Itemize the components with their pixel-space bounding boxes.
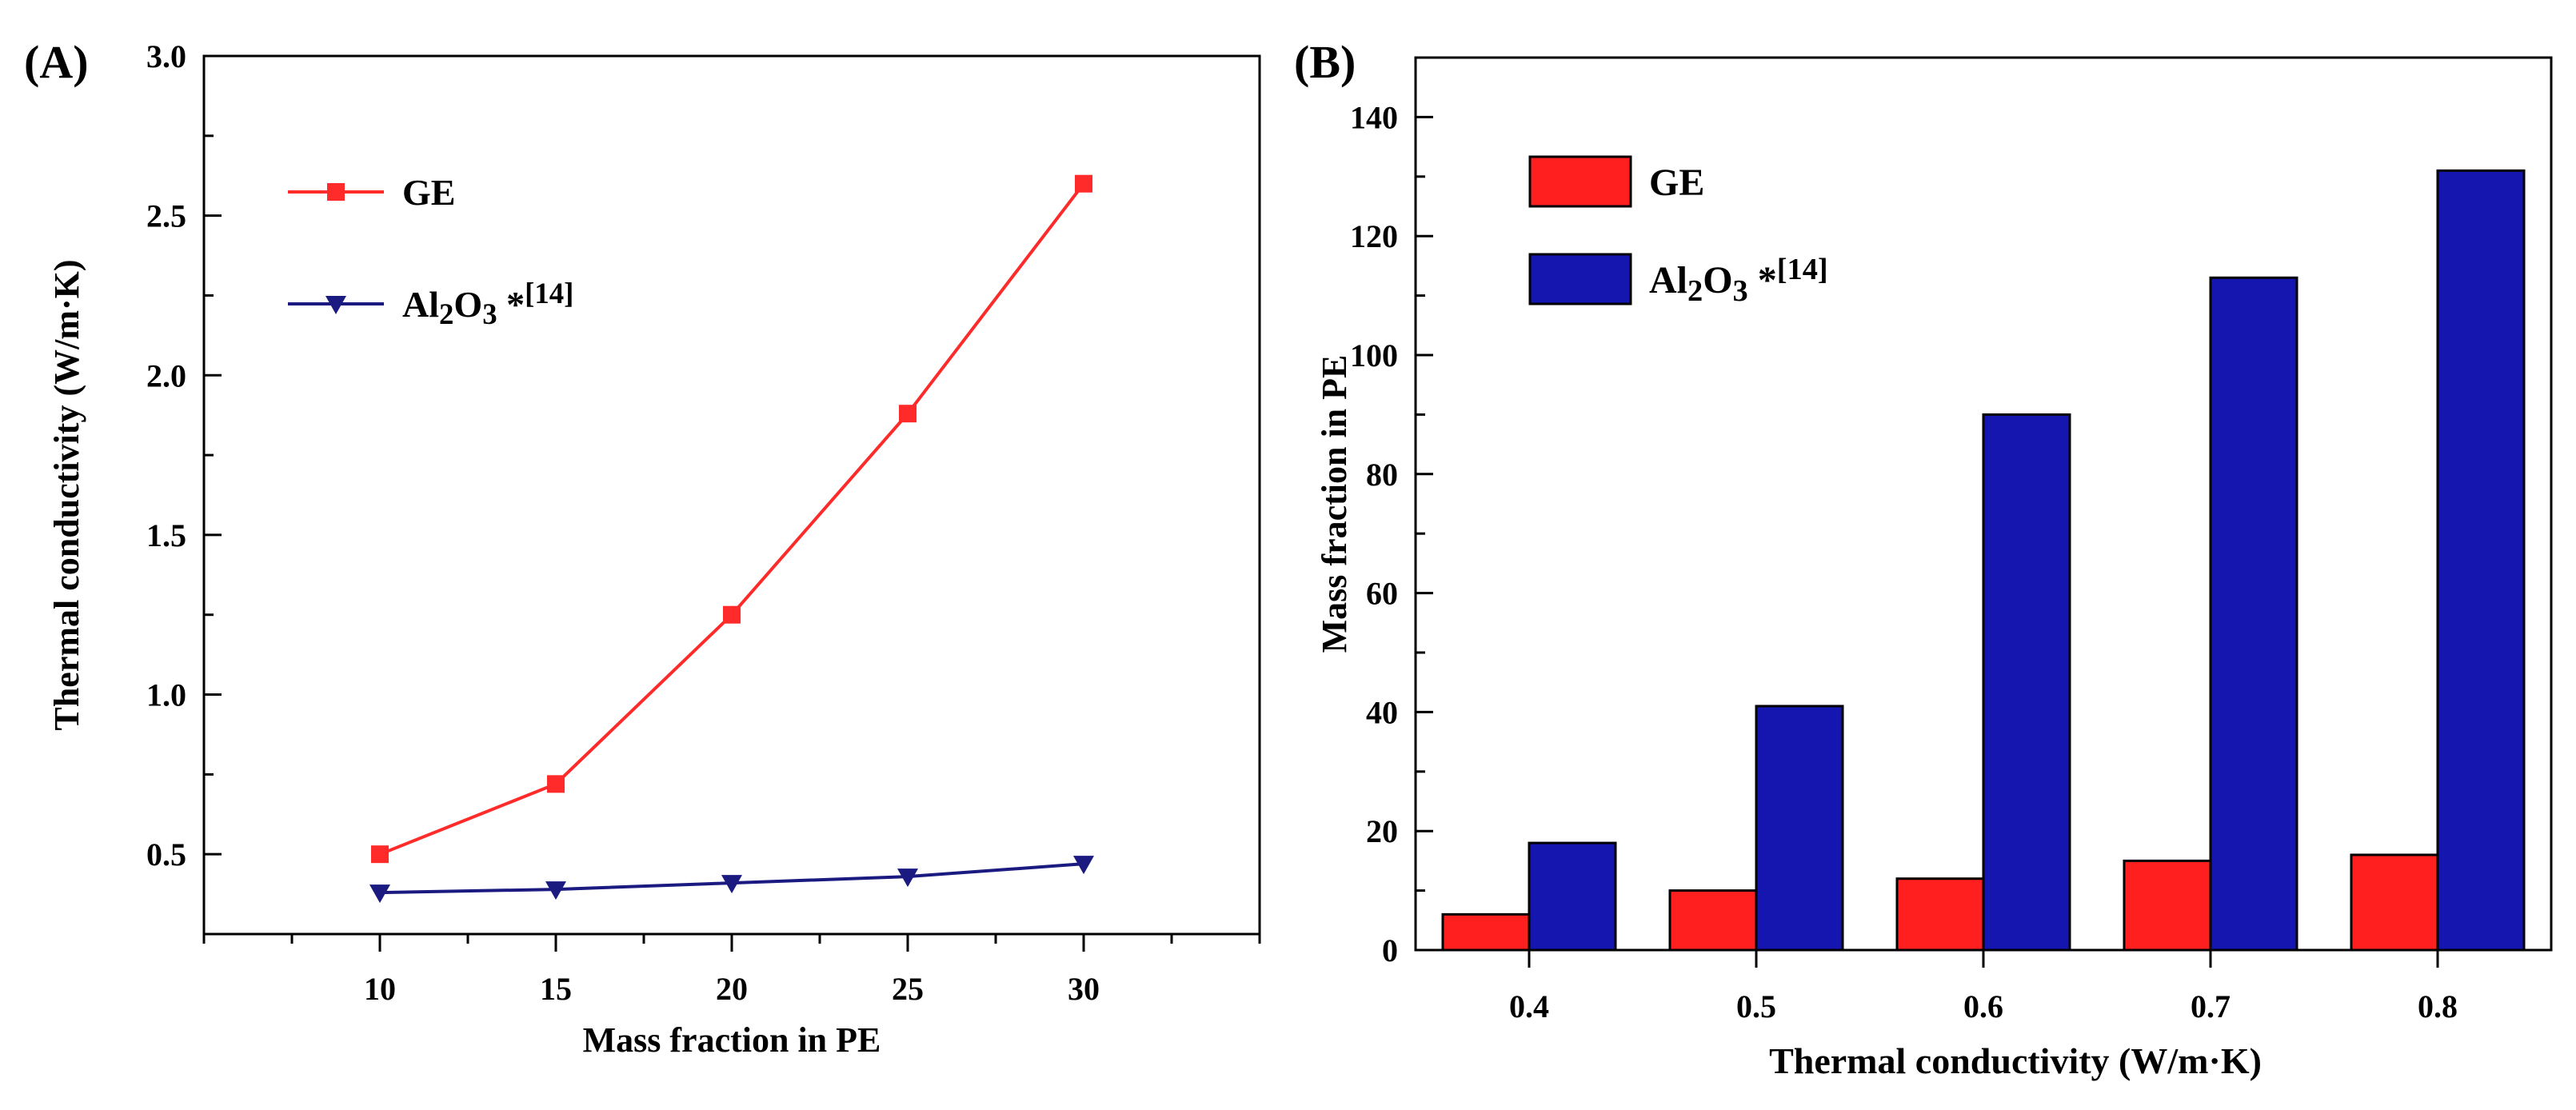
bar-b — [1755, 705, 1844, 952]
x-tick-label-b: 0.6 — [1963, 988, 2003, 1024]
panel-label-a: (A) — [24, 36, 89, 88]
x-tick-label-a: 20 — [716, 971, 748, 1007]
bar-b — [1441, 912, 1531, 952]
x-tick-label-b: 0.5 — [1736, 988, 1776, 1024]
y-tick-label-b: 60 — [1366, 576, 1398, 612]
x-tick-label-b: 0.7 — [2191, 988, 2231, 1024]
y-tick-label-b: 20 — [1366, 813, 1398, 849]
y-axis-label-b: Mass fraction in PE — [1315, 355, 1354, 653]
bar-b — [2209, 276, 2298, 952]
x-axis-label-b: Thermal conductivity (W/m·K) — [1769, 1040, 2262, 1081]
legend-label-b: Al2O3 *[14] — [1649, 253, 1828, 308]
data-point-a — [899, 405, 917, 423]
data-point-a — [547, 775, 565, 793]
y-tick-label-b: 140 — [1350, 99, 1398, 135]
y-tick-label-b: 100 — [1350, 337, 1398, 373]
x-tick-label-a: 25 — [892, 971, 924, 1007]
y-tick-label-b: 120 — [1350, 218, 1398, 254]
data-point-a — [721, 875, 742, 894]
x-tick-label-b: 0.4 — [1509, 988, 1549, 1024]
bar-b — [1528, 841, 1617, 952]
x-tick-label-a: 10 — [364, 971, 396, 1007]
y-tick-label-a: 1.0 — [146, 677, 186, 713]
bar-b — [1668, 889, 1758, 952]
legend-marker-a — [327, 183, 345, 201]
y-tick-label-a: 1.5 — [146, 517, 186, 553]
y-tick-label-a: 2.5 — [146, 198, 186, 234]
legend-label-a: Al2O3 *[14] — [402, 277, 573, 330]
plot-frame-a — [202, 54, 1261, 936]
y-tick-label-b: 80 — [1366, 457, 1398, 493]
legend-swatch-b — [1528, 155, 1632, 208]
bar-b — [2123, 859, 2212, 952]
bar-b — [1895, 877, 1985, 952]
y-tick-label-b: 40 — [1366, 694, 1398, 730]
y-axis-label-a: Thermal conductivity (W/m·K) — [47, 259, 86, 730]
x-tick-label-a: 30 — [1068, 971, 1100, 1007]
data-point-a — [545, 881, 566, 900]
series-line-a — [379, 182, 1085, 856]
x-tick-label-a: 15 — [540, 971, 572, 1007]
y-tick-label-a: 0.5 — [146, 836, 186, 872]
data-point-a — [1073, 856, 1094, 875]
bar-b — [2350, 853, 2439, 952]
bar-b — [2436, 169, 2526, 952]
legend-label-a: GE — [402, 172, 455, 213]
y-tick-label-a: 3.0 — [146, 38, 186, 74]
x-axis-label-a: Mass fraction in PE — [583, 1020, 881, 1060]
legend-marker-a — [325, 296, 346, 314]
data-point-a — [723, 605, 741, 624]
bar-b — [1982, 413, 2071, 952]
data-point-a — [897, 868, 918, 888]
legend-label-b: GE — [1649, 162, 1704, 204]
legend-swatch-b — [1528, 253, 1632, 305]
data-point-a — [371, 845, 389, 864]
y-tick-label-b: 0 — [1382, 932, 1398, 968]
data-point-a — [369, 884, 390, 904]
data-point-a — [1075, 174, 1092, 193]
x-tick-label-b: 0.8 — [2418, 988, 2458, 1024]
panel-label-b: (B) — [1294, 36, 1356, 88]
y-tick-label-a: 2.0 — [146, 357, 186, 393]
